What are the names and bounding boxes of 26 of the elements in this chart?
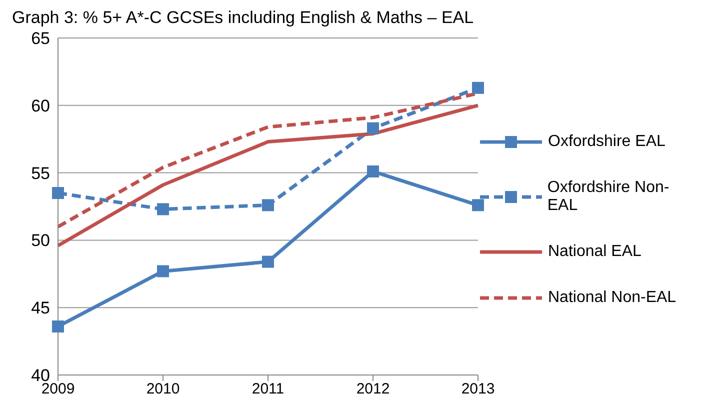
point	[262, 199, 274, 212]
y-tick-label: 60	[31, 96, 50, 116]
y-tick-label: 45	[31, 298, 50, 318]
legend-label: Oxfordshire Non-EAL	[547, 179, 670, 215]
point	[157, 203, 169, 216]
x-tick-label: 2010	[146, 380, 180, 398]
x-tick-label: 2009	[41, 380, 75, 398]
x-tick-label: 2013	[461, 380, 495, 398]
legend-label: Oxfordshire EAL	[548, 133, 666, 151]
point	[157, 265, 169, 278]
legend-label: National EAL	[548, 243, 642, 261]
point	[52, 187, 64, 200]
x-tick-label: 2012	[356, 380, 390, 398]
point	[52, 320, 64, 332]
legend-label: National Non-EAL	[548, 289, 676, 307]
point	[262, 256, 274, 268]
chart-title: Graph 3: % 5+ A*-C GCSEs including English & Maths – EAL	[11, 8, 475, 29]
line-series	[56, 104, 480, 248]
y-tick-label: 50	[31, 231, 50, 250]
point	[472, 199, 484, 212]
x-tick-label: 2011	[252, 380, 284, 398]
y-tick-label: 65	[31, 29, 50, 48]
y-tick-label: 55	[31, 164, 50, 183]
point	[367, 165, 379, 178]
point	[472, 82, 484, 94]
point	[367, 122, 379, 134]
